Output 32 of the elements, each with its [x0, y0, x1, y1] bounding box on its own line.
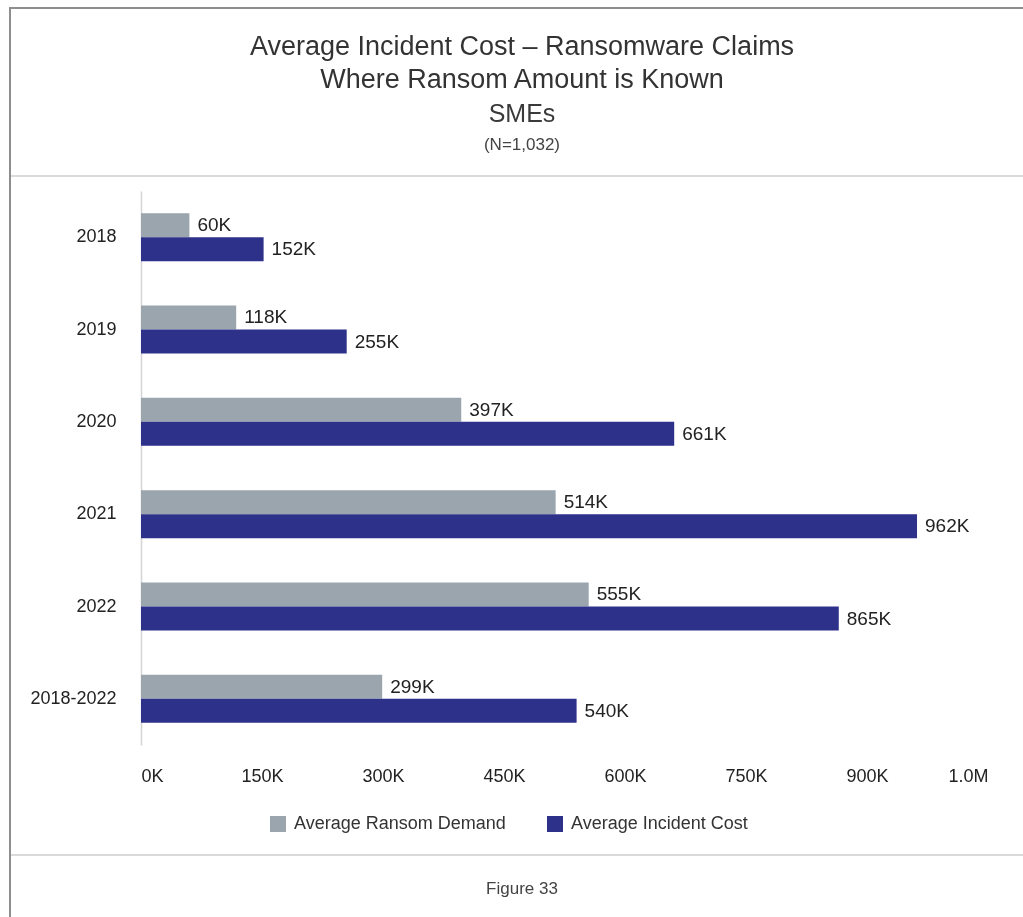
y-tick-label: 2018-2022 [30, 687, 117, 708]
data-label: 865K [846, 607, 892, 629]
y-tick-label: 2021 [76, 503, 117, 524]
text: (N=1,032) [482, 134, 562, 155]
y-tick-label: 2020 [76, 410, 117, 431]
chart-title: Average Incident Cost – Ransomware Claims Where Ransom Amount is Known [248, 30, 796, 96]
data-label: 661K [682, 422, 727, 444]
data-label: 299K [390, 675, 435, 697]
x-tick-label: 0K [141, 765, 164, 786]
legend-label: Average Incident Cost [571, 813, 748, 833]
x-tick-label: 300K [362, 765, 405, 786]
legend-label: Average Ransom Demand [294, 813, 506, 833]
data-label: 540K [584, 699, 630, 721]
x-tick-label: 900K [846, 765, 889, 786]
data-label: 118K [244, 306, 288, 328]
y-tick-label: 2022 [76, 595, 117, 616]
data-label: 397K [469, 398, 514, 420]
data-label: 152K [271, 238, 317, 260]
data-label: 555K [596, 583, 642, 605]
data-label: 255K [354, 330, 400, 352]
x-tick-label: 750K [725, 765, 768, 786]
x-tick-label: 450K [483, 765, 526, 786]
data-label: 60K [197, 214, 232, 236]
y-tick-label: 2018 [76, 226, 117, 247]
x-tick-label: 1.0M [948, 765, 989, 786]
data-label: 514K [563, 491, 609, 513]
data-label: 962K [925, 515, 970, 537]
chart-subtitle: SMEs [487, 98, 557, 128]
x-tick-label: 600K [604, 765, 647, 786]
y-tick-label: 2019 [76, 318, 117, 339]
x-tick-label: 150K [241, 765, 284, 786]
caption: Figure 33 [485, 878, 559, 899]
